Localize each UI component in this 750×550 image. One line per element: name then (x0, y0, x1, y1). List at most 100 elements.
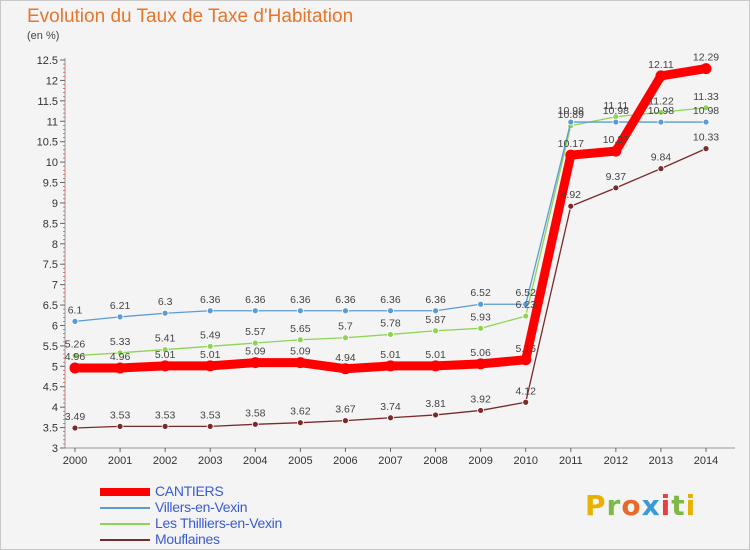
series-point (522, 312, 530, 320)
data-label: 3.81 (425, 398, 446, 410)
data-label: 10.33 (693, 132, 719, 144)
data-label: 3.62 (290, 406, 311, 418)
data-label: 6.21 (110, 300, 131, 312)
data-label: 5.33 (110, 336, 131, 348)
series-point (296, 336, 304, 344)
data-label: 10.98 (648, 105, 674, 117)
x-tick-label: 2001 (108, 455, 132, 467)
logo-letter: i (685, 489, 697, 522)
data-label: 6.36 (245, 294, 266, 306)
y-tick-label: 8.5 (43, 218, 58, 230)
legend-swatch (100, 523, 150, 525)
data-label: 5.01 (200, 349, 221, 361)
logo-letter: o (621, 489, 642, 522)
series-point (116, 349, 124, 357)
series-point (251, 339, 259, 347)
series-point (161, 346, 169, 353)
data-label: 5.65 (290, 323, 311, 335)
data-label: 5.01 (425, 349, 446, 361)
data-label: 5.01 (380, 349, 401, 361)
x-tick-label: 2002 (153, 455, 177, 467)
y-tick-label: 12.5 (37, 55, 58, 67)
data-label: 5.06 (470, 347, 491, 359)
series-point (342, 307, 349, 315)
data-label: 4.94 (335, 352, 356, 364)
x-tick-label: 2010 (513, 455, 537, 467)
x-tick-label: 2008 (423, 455, 447, 467)
legend-item: Villers-en-Vexin (100, 499, 360, 516)
y-tick-label: 9 (52, 198, 58, 210)
series-point (387, 414, 394, 422)
x-tick-label: 2014 (694, 455, 718, 467)
legend-label: Les Thilliers-en-Vexin (155, 515, 282, 531)
series-point (342, 334, 349, 342)
y-tick-label: 8 (52, 239, 58, 251)
data-label: 3.58 (245, 407, 266, 419)
x-tick-label: 2005 (288, 455, 312, 467)
data-label: 4.96 (110, 351, 131, 363)
y-tick-label: 11.5 (37, 96, 58, 108)
proxiti-logo: Proxiti (585, 489, 696, 522)
data-label: 5.57 (245, 326, 266, 338)
data-label: 10.98 (693, 105, 719, 117)
data-label: 3.49 (65, 411, 86, 423)
series-point (342, 417, 349, 425)
series-point (69, 362, 81, 374)
data-label: 3.74 (380, 401, 401, 413)
data-label: 3.53 (155, 409, 176, 421)
series-point (657, 108, 665, 116)
series-point (475, 358, 487, 370)
data-label: 5.93 (470, 311, 491, 323)
chart-title: Evolution du Taux de Taxe d'Habitation (27, 6, 354, 27)
x-tick-label: 2003 (198, 455, 222, 467)
y-tick-label: 7 (52, 280, 58, 292)
data-label: 6.1 (68, 304, 83, 316)
data-label: 3.67 (335, 404, 356, 416)
data-label: 5.7 (338, 321, 353, 333)
legend-item: CANTIERS (100, 483, 360, 500)
data-label: 10.27 (603, 134, 629, 146)
data-label: 10.89 (558, 109, 584, 121)
y-tick-label: 3.5 (43, 423, 58, 435)
series-point (296, 419, 304, 427)
series-point (655, 70, 667, 82)
data-label: 11.33 (693, 91, 719, 103)
data-label: 3.53 (200, 409, 221, 421)
series-point (522, 300, 530, 308)
series-point (477, 407, 485, 414)
series-point (432, 307, 439, 315)
series-point (161, 422, 169, 430)
logo-letter: r (606, 489, 622, 522)
legend-swatch (100, 488, 150, 496)
y-tick-label: 7.5 (43, 259, 58, 271)
legend-swatch (100, 507, 150, 509)
series-point (116, 422, 124, 430)
series-point (161, 309, 169, 317)
data-label: 6.52 (470, 287, 491, 299)
series-point (612, 184, 620, 192)
x-tick-label: 2009 (468, 455, 492, 467)
series-point (159, 360, 171, 372)
legend-item: Mouflaines (100, 531, 360, 548)
data-label: 5.26 (65, 339, 86, 351)
x-tick-label: 2013 (649, 455, 673, 467)
data-label: 9.37 (606, 171, 627, 183)
y-tick-label: 5.5 (43, 341, 58, 353)
data-label: 6.36 (335, 294, 356, 306)
axes: 3 3.5 4 4.5 5 5.5 6 6.5 7 7.5 8 8.5 9 9.5 10 10.5 11 11.5… (37, 55, 735, 467)
logo-letter: P (585, 489, 607, 522)
series-point (477, 300, 485, 308)
legend-label: Villers-en-Vexin (155, 499, 248, 515)
series-line-mouflaines (74, 147, 707, 429)
series-point (206, 342, 214, 350)
x-tick-label: 2011 (559, 455, 583, 467)
data-label: 11.22 (648, 95, 674, 107)
series-point (249, 357, 261, 369)
series-point (610, 145, 622, 157)
series-point (251, 307, 259, 315)
series-point (71, 317, 79, 325)
series-lines (69, 63, 712, 432)
series-point (522, 398, 530, 406)
data-label: 12.11 (648, 59, 674, 71)
